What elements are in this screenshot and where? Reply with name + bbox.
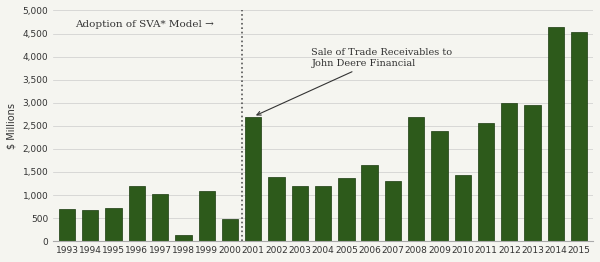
Bar [478,123,494,241]
Bar [222,219,238,241]
Bar [431,131,448,241]
Bar [385,181,401,241]
Bar [501,103,517,241]
Text: Sale of Trade Receivables to
John Deere Financial: Sale of Trade Receivables to John Deere … [257,48,452,115]
Bar [199,191,215,241]
Bar [59,209,75,241]
Bar [338,178,355,241]
Text: Adoption of SVA* Model →: Adoption of SVA* Model → [75,20,214,29]
Bar [548,27,564,241]
Bar [175,235,191,241]
Bar [268,177,284,241]
Y-axis label: $ Millions: $ Millions [7,103,17,149]
Bar [361,165,378,241]
Bar [129,186,145,241]
Bar [152,194,169,241]
Bar [408,117,424,241]
Bar [524,105,541,241]
Bar [455,175,471,241]
Bar [292,186,308,241]
Bar [106,208,122,241]
Bar [571,32,587,241]
Bar [82,210,98,241]
Bar [315,186,331,241]
Bar [245,117,262,241]
